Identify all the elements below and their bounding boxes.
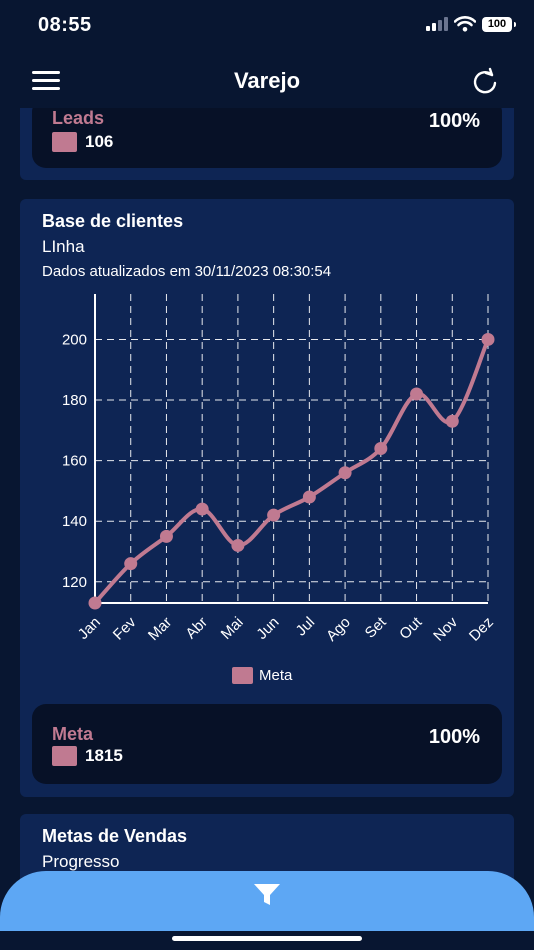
x-tick-label: Jan: [75, 614, 104, 643]
dashboard-scroll[interactable]: Leads 106 100% Base de clientes LInha Da…: [0, 108, 534, 950]
y-tick-label: 140: [62, 513, 87, 530]
meta-summary: Meta 1815 100%: [32, 704, 502, 784]
y-tick-label: 120: [62, 574, 87, 591]
leads-percent: 100%: [428, 110, 480, 132]
x-tick-label: Mar: [145, 614, 175, 644]
refresh-icon[interactable]: [470, 66, 500, 96]
status-bar: 08:55 100: [0, 0, 534, 50]
chart-legend[interactable]: Meta: [232, 667, 292, 684]
data-point: [267, 508, 281, 522]
base-clientes-card: Base de clientes LInha Dados atualizados…: [20, 199, 514, 797]
legend-swatch: [232, 667, 253, 684]
card-title: Base de clientes: [42, 211, 184, 231]
x-tick-label: Dez: [466, 614, 497, 645]
data-point: [195, 502, 209, 516]
signal-icon: [426, 17, 448, 31]
data-point: [338, 466, 352, 480]
leads-swatch: [52, 132, 77, 152]
y-tick-label: 160: [62, 453, 87, 470]
data-point: [374, 442, 388, 455]
legend-label: Meta: [259, 667, 293, 684]
status-icons: 100: [426, 16, 516, 32]
meta-swatch: [52, 746, 77, 766]
hamburger-icon-line: [32, 71, 60, 74]
line-chart: 120 140 160 180 200 Jan Fev Mar Abr Mai Jun Jul Ago S…: [62, 294, 497, 645]
page-title: Varejo: [233, 68, 301, 93]
x-tick-label: Set: [362, 613, 391, 642]
data-point: [88, 596, 102, 610]
leads-value-row: 106: [52, 132, 113, 152]
status-time: 08:55: [38, 14, 92, 36]
data-point: [410, 387, 424, 401]
leads-label: Leads: [52, 108, 105, 128]
leads-card: Leads 106 100%: [20, 108, 514, 180]
x-tick-label: Jun: [253, 614, 282, 643]
x-tick-label: Out: [396, 613, 426, 643]
leads-summary: Leads 106 100%: [32, 108, 502, 168]
meta-value: 1815: [85, 746, 123, 765]
card-subtitle: Progresso: [42, 852, 120, 871]
y-tick-label: 180: [62, 392, 87, 409]
x-tick-label: Mai: [218, 614, 247, 643]
home-bar: [0, 931, 534, 950]
x-tick-label: Jul: [293, 614, 319, 640]
x-tick-label: Abr: [182, 614, 211, 643]
data-point: [124, 557, 138, 571]
meta-percent: 100%: [428, 726, 480, 748]
data-point: [159, 529, 173, 543]
wifi-icon: [454, 16, 476, 32]
updated-timestamp: Dados atualizados em 30/11/2023 08:30:54: [42, 263, 332, 280]
battery-icon: 100: [482, 16, 516, 32]
nav-bar: Varejo: [0, 56, 534, 108]
card-subtitle: LInha: [42, 237, 85, 256]
hamburger-menu-button[interactable]: [32, 71, 60, 91]
filter-icon: [254, 884, 280, 905]
x-tick-label: Ago: [323, 614, 354, 645]
meta-value-row: 1815: [52, 746, 123, 766]
data-point: [231, 538, 245, 552]
card-title: Metas de Vendas: [42, 826, 188, 846]
meta-label: Meta: [52, 724, 94, 744]
battery-level: 100: [487, 18, 507, 30]
data-point: [302, 490, 316, 504]
y-tick-label: 200: [62, 331, 87, 348]
hamburger-icon-line: [32, 79, 60, 82]
hamburger-icon-line: [32, 87, 60, 90]
filter-button[interactable]: [0, 871, 534, 931]
series-line-meta: [93, 337, 490, 605]
leads-value: 106: [85, 132, 114, 151]
home-indicator[interactable]: [172, 936, 362, 941]
x-tick-label: Nov: [430, 613, 461, 644]
data-point: [481, 332, 495, 346]
data-point: [445, 414, 459, 428]
x-tick-label: Fev: [110, 613, 140, 643]
